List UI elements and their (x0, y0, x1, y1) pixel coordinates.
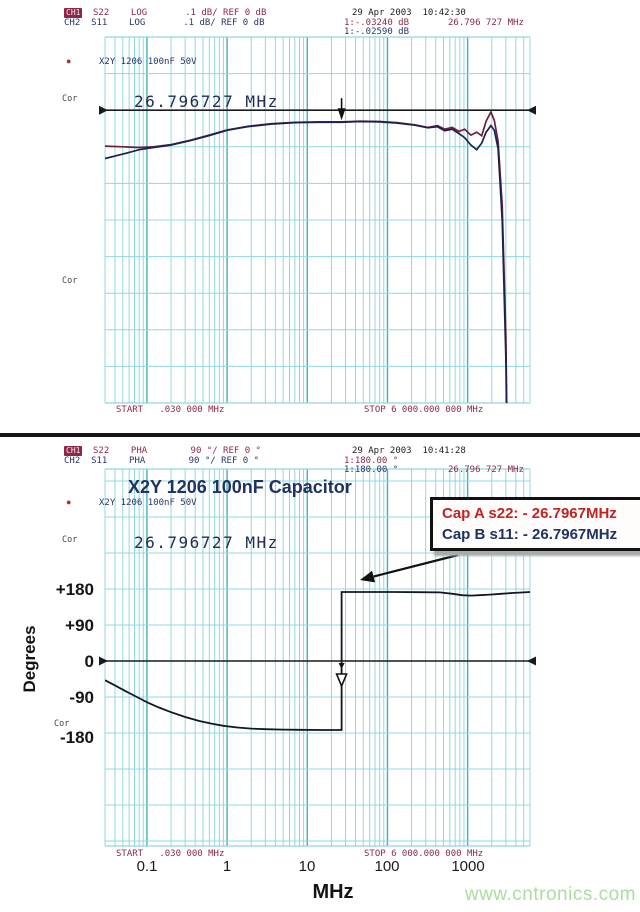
start-frequency-label: START .030 000 MHz (116, 405, 225, 415)
start-frequency-label: START .030 000 MHz (116, 849, 225, 859)
datetime: 29 Apr 2003 10:41:28 (352, 446, 466, 456)
marker-frequency-readout: 26.796727 MHz (134, 92, 279, 111)
ytick-minus90: -90 (69, 688, 94, 707)
datetime: 29 Apr 2003 10:42:30 (352, 8, 466, 18)
ch1-measurement-line: S22 LOG .1 dB/ REF 0 dB (93, 8, 267, 18)
marker1-value: 1:-.03240 dB (344, 18, 410, 28)
ytick-plus180: +180 (55, 580, 94, 599)
trace-bullet-icon: ● (66, 497, 72, 507)
cor-indicator-upper: Cor (62, 94, 78, 104)
marker-frequency-readout: 26.796727 MHz (134, 533, 279, 552)
device-label: X2Y 1206 100nF 50V (99, 498, 197, 508)
trace-bullet-icon: ● (66, 56, 72, 66)
xtick-10: 10 (298, 858, 316, 875)
watermark: www.cntronics.com (464, 884, 636, 905)
ytick-minus180: -180 (59, 728, 94, 747)
xtick-1: 1 (222, 858, 232, 875)
ch1-badge: CH1 (64, 8, 83, 18)
marker1-frequency: 26.796 727 MHz (448, 18, 524, 28)
y-axis-label: Degrees (20, 625, 39, 693)
stop-frequency-label: STOP 6 000.000 000 MHz (364, 405, 484, 415)
annotation-cap-b: Cap B s11: - 26.7967MHz (442, 526, 618, 543)
device-label: X2Y 1206 100nF 50V (99, 57, 197, 67)
ch1-measurement-line: S22 PHA 90 °/ REF 0 ° (93, 446, 261, 456)
phase-panel: CH1 S22 PHA 90 °/ REF 0 ° CH2 S11 PHA 90… (0, 437, 640, 912)
stop-frequency-label: STOP 6 000.000 000 MHz (364, 849, 484, 859)
ytick-zero: 0 (84, 652, 94, 671)
magnitude-plot (99, 36, 536, 404)
xtick-100: 100 (374, 858, 400, 875)
xtick-0p1: 0.1 (136, 858, 158, 875)
marker1-value: 1:180.00 ° (344, 456, 399, 466)
marker-frequency: 26.796 727 MHz (448, 465, 524, 475)
marker-annotation-box: Cap A s22: - 26.7967MHz Cap B s11: - 26.… (430, 497, 640, 551)
chart-title: X2Y 1206 100nF Capacitor (128, 477, 352, 497)
x-axis-label: MHz (312, 881, 354, 903)
panel-divider (0, 433, 640, 437)
ytick-plus90: +90 (65, 616, 94, 635)
ch1-badge: CH1 (64, 446, 83, 456)
marker2-value: 1:180.00 ° (344, 465, 399, 475)
ch2-measurement-line: CH2 S11 LOG .1 dB/ REF 0 dB (64, 18, 265, 28)
annotation-cap-a: Cap A s22: - 26.7967MHz (442, 505, 617, 522)
cor-indicator-lower: Cor (54, 719, 70, 729)
magnitude-panel: CH1 S22 LOG .1 dB/ REF 0 dB CH2 S11 LOG … (0, 0, 640, 433)
marker2-value: 1:-.02590 dB (344, 27, 410, 37)
cor-indicator-upper: Cor (62, 535, 78, 545)
xtick-1000: 1000 (451, 858, 485, 875)
ch2-measurement-line: CH2 S11 PHA 90 °/ REF 0 ° (64, 456, 260, 466)
cor-indicator-lower: Cor (62, 276, 78, 286)
